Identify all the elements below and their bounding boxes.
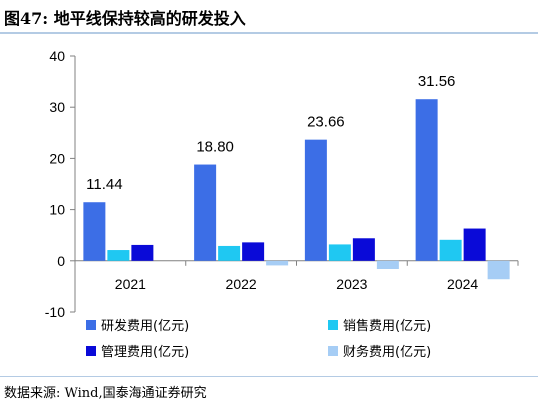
x-tick-label: 2024: [447, 276, 478, 292]
x-tick-label: 2023: [336, 276, 367, 292]
bar: [487, 260, 510, 280]
y-tick-label: 10: [49, 202, 65, 218]
bar: [242, 242, 265, 261]
legend-swatch: [86, 320, 96, 330]
bar: [218, 245, 241, 261]
y-tick-label: 40: [49, 48, 65, 64]
bar: [194, 164, 217, 261]
legend-label: 管理费用(亿元): [101, 345, 189, 360]
bar: [328, 244, 351, 261]
legend-swatch: [86, 346, 96, 356]
bar: [439, 239, 462, 261]
legend-label: 销售费用(亿元): [343, 318, 431, 334]
title-divider: [0, 32, 538, 34]
bar: [376, 260, 399, 269]
chart-title: 图47: 地平线保持较高的研发投入: [4, 9, 246, 28]
legend-swatch: [328, 320, 338, 330]
data-label: 11.44: [86, 176, 122, 193]
data-label: 31.56: [418, 73, 456, 90]
data-label: 18.80: [196, 139, 234, 156]
y-tick-label: 20: [49, 150, 65, 166]
bar: [107, 250, 130, 261]
legend-label: 财务费用(亿元): [343, 344, 431, 360]
y-tick-label: 30: [49, 99, 65, 115]
legend-swatch: [328, 346, 338, 356]
source-divider: [0, 376, 538, 377]
y-tick-label: 0: [57, 253, 65, 269]
bar: [266, 260, 289, 266]
source-note: 数据来源: Wind,国泰海通证券研究: [4, 386, 207, 401]
x-tick-label: 2022: [226, 276, 257, 292]
y-tick-label: -10: [45, 304, 65, 320]
data-label: 23.66: [307, 114, 345, 131]
bar: [83, 202, 106, 261]
bar: [304, 139, 327, 261]
x-tick-label: 2021: [115, 276, 146, 292]
bar: [352, 238, 375, 261]
bar: [131, 244, 154, 261]
bar: [463, 228, 486, 261]
legend-label: 研发费用(亿元): [101, 318, 189, 334]
bar-chart: -10 0 10 20 30 40 11.44 18.80 23.66 31.56 2021 2022…: [45, 48, 519, 360]
bar: [415, 99, 438, 261]
